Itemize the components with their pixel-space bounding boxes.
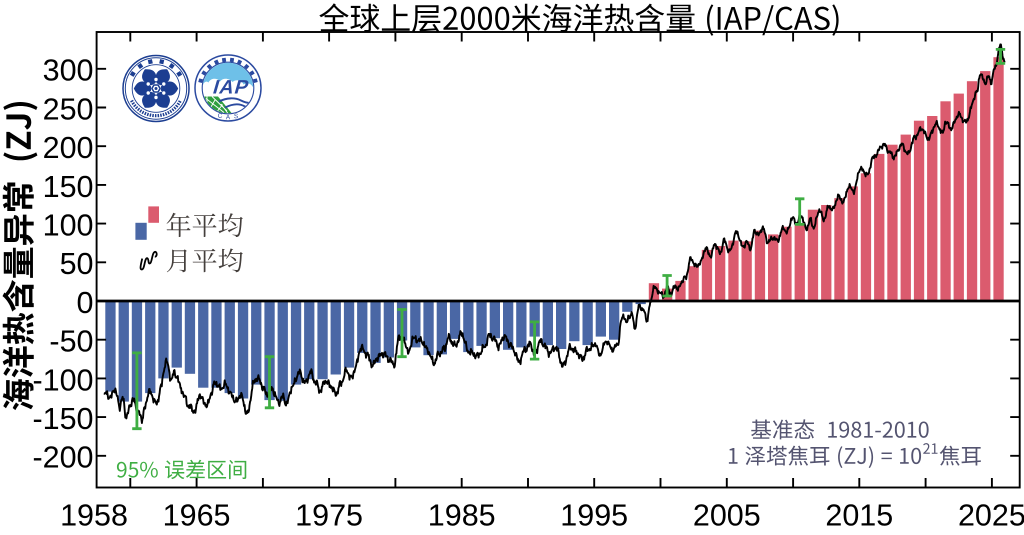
svg-text:-100: -100 — [32, 363, 93, 397]
svg-text:250: 250 — [43, 92, 94, 126]
svg-text:1995: 1995 — [560, 498, 628, 532]
svg-text:2025: 2025 — [958, 498, 1024, 532]
svg-text:2015: 2015 — [825, 498, 893, 532]
svg-text:-150: -150 — [32, 402, 93, 436]
svg-text:50: 50 — [60, 247, 94, 281]
svg-text:150: 150 — [43, 170, 94, 204]
svg-text:-50: -50 — [49, 325, 93, 359]
svg-text:-200: -200 — [32, 441, 93, 475]
svg-text:1975: 1975 — [295, 498, 363, 532]
svg-text:200: 200 — [43, 131, 94, 165]
svg-text:1985: 1985 — [428, 498, 496, 532]
svg-text:300: 300 — [43, 54, 94, 88]
svg-text:100: 100 — [43, 209, 94, 243]
svg-text:1958: 1958 — [60, 498, 128, 532]
svg-text:1965: 1965 — [163, 498, 231, 532]
svg-text:0: 0 — [77, 286, 94, 320]
svg-text:2005: 2005 — [693, 498, 761, 532]
